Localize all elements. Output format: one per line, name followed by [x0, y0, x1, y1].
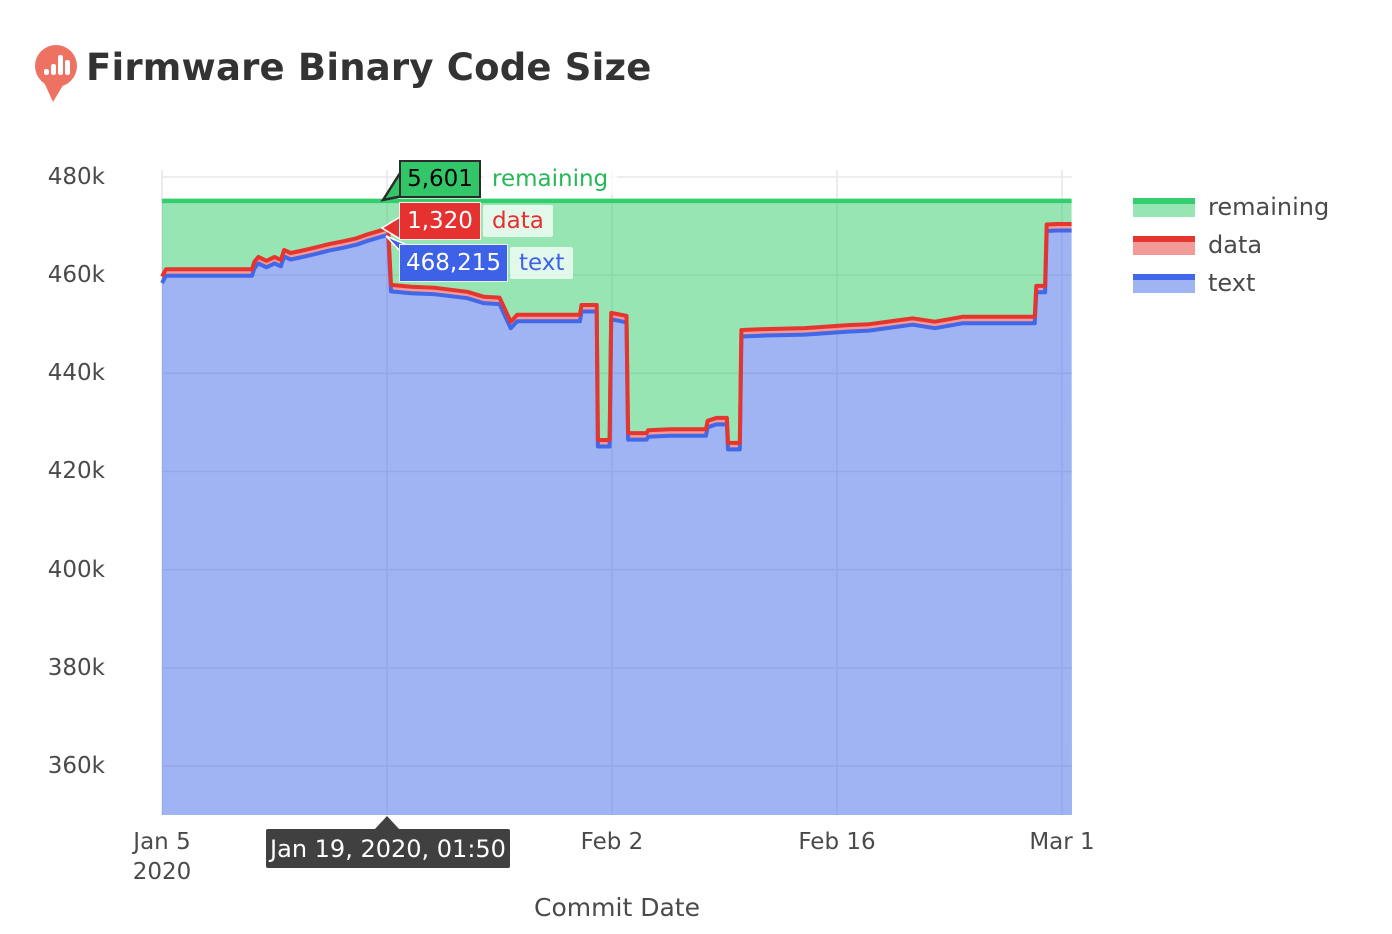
tooltip-text-value: 468,215 — [399, 244, 508, 282]
tooltip-remaining-value: 5,601 — [399, 160, 481, 198]
legend: remaining data text — [1133, 188, 1329, 302]
legend-item-data[interactable]: data — [1133, 226, 1329, 264]
legend-swatch-text-icon — [1133, 273, 1195, 293]
hover-date-tooltip: Jan 19, 2020, 01:50 — [266, 816, 510, 868]
header: Firmware Binary Code Size — [0, 0, 1392, 120]
legend-label-remaining: remaining — [1208, 193, 1330, 221]
legend-swatch-remaining-icon — [1133, 197, 1195, 217]
line-data — [160, 222, 1072, 445]
legend-item-remaining[interactable]: remaining — [1133, 188, 1329, 226]
legend-label-text: text — [1208, 269, 1256, 297]
legend-swatch-data-icon — [1133, 235, 1195, 255]
hover-tooltip-remaining: 5,601 remaining — [399, 160, 618, 198]
tooltip-text-label: text — [510, 247, 574, 279]
tooltip-data-label: data — [483, 205, 553, 237]
tooltip-data-value: 1,320 — [399, 202, 481, 240]
memfault-logo-icon — [35, 45, 77, 102]
legend-item-text[interactable]: text — [1133, 264, 1329, 302]
legend-label-data: data — [1208, 231, 1263, 259]
date-tooltip-text: Jan 19, 2020, 01:50 — [270, 834, 506, 863]
hover-tooltip-text: 468,215 text — [399, 244, 574, 282]
tooltip-remaining-label: remaining — [483, 163, 618, 195]
date-tooltip-caret-icon — [374, 816, 400, 830]
page-title: Firmware Binary Code Size — [86, 46, 652, 89]
area-remaining — [162, 200, 1072, 443]
hover-tooltip-data: 1,320 data — [399, 202, 553, 240]
area-text — [162, 230, 1072, 815]
